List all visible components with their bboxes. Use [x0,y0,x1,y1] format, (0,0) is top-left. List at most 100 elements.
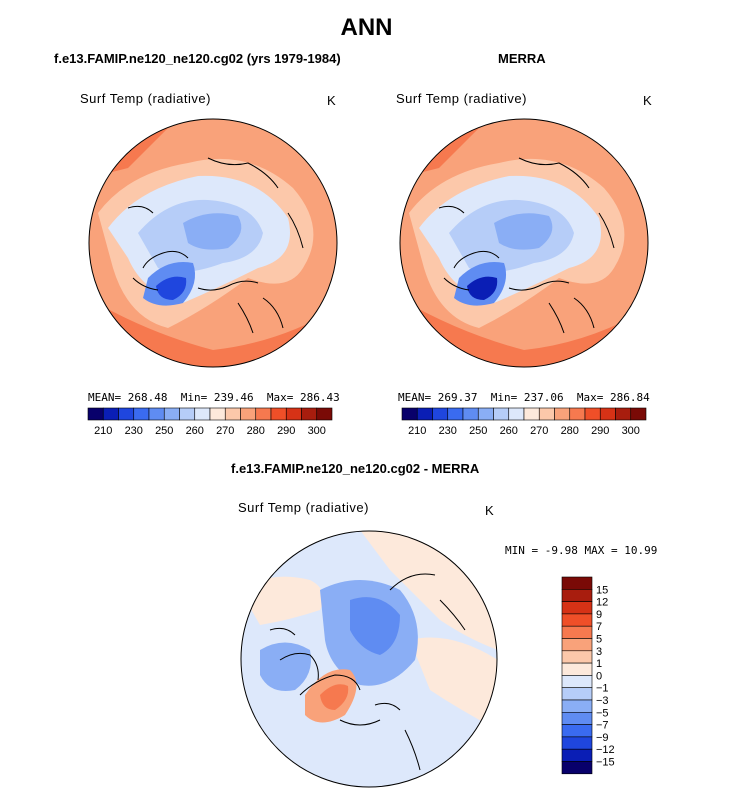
panel3-colorbar-swatch [561,576,593,590]
panel1-colorbar-tick-label: 300 [308,425,326,437]
panel1-colorbar-swatch [270,407,287,421]
panel3-field-arctic-core [350,597,400,655]
panel1-mean-value: 268.48 [127,391,168,404]
panel1-title: f.e13.FAMIP.ne120_ne120.cg02 (yrs 1979-1… [54,51,341,66]
panel3-variable-label: Surf Temp (radiative) [238,500,369,515]
panel2-colorbar: 210 230 250 260 270 280 290 300 [401,407,647,437]
panel1-colorbar-swatch [316,407,333,421]
panel3-colorbar-tick-label: 5 [596,634,602,646]
panel2-colorbar-swatch [401,407,418,421]
panel3-colorbar-tick-label: 7 [596,621,602,633]
panel2-colorbar-swatch [432,407,449,421]
panel3-colorbar-tick-label: 12 [596,597,608,609]
panel3-colorbar-swatch [561,625,593,639]
panel2-colorbar-swatch [554,407,571,421]
panel2-colorbar-swatch [599,407,616,421]
panel1-mean-label: MEAN= [88,391,122,404]
panel1-colorbar-swatch [301,407,318,421]
panel3-colorbar-swatch [561,699,593,713]
panel2-variable-label: Surf Temp (radiative) [396,91,527,106]
panel3-stats: MIN = -9.98 MAX = 10.99 [505,544,657,557]
panel2-colorbar-swatch [508,407,525,421]
panel3-max-label: MAX = [584,544,618,557]
panel2-colorbar-tick-label: 300 [622,425,640,437]
panel3-colorbar-tick-label: −15 [596,757,615,769]
panel1-field-arctic-core [183,213,242,250]
panel3-colorbar-swatch [561,638,593,652]
panel1-colorbar-swatch [163,407,180,421]
panel3-colorbar-tick-label: −1 [596,683,609,695]
panel3-colorbar-swatch [561,601,593,615]
panel2-colorbar-tick-label: 290 [591,425,609,437]
figure-title: ANN [340,14,393,41]
panel3-polar-map [240,530,498,788]
panel1-colorbar-swatch [194,407,211,421]
panel2-colorbar-swatch [416,407,433,421]
panel1-map-border [88,118,338,368]
panel3-colorbar-swatch [561,613,593,627]
panel1-colorbar-tick-label: 230 [125,425,143,437]
panel2-colorbar-swatch [447,407,464,421]
panel1-max-value: 286.43 [300,391,340,404]
panel1-colorbar-swatch [209,407,226,421]
panel2-colorbar-swatch [493,407,510,421]
panel2-min-label: Min= [490,391,518,404]
panel2-colorbar-tick-label: 230 [439,425,457,437]
panel2-colorbar-tick-label: 210 [408,425,426,437]
panel2-max-value: 286.84 [610,391,650,404]
panel3-colorbar-tick-label: 0 [596,670,602,682]
panel2-colorbar-tick-label: 250 [469,425,487,437]
panel3-colorbar-tick-label: 1 [596,658,602,670]
panel3-colorbar-swatch [561,675,593,689]
panel1-units-label: K [327,93,336,108]
panel1-colorbar-tick-label: 290 [277,425,295,437]
panel2-colorbar-tick-label: 270 [530,425,548,437]
panel2-colorbar-tick-label: 280 [561,425,579,437]
panel3-colorbar-tick-label: 3 [596,646,602,658]
panel2-field-arctic-core [494,213,553,250]
panel3-map-border [240,530,498,788]
panel3-colorbar-tick-label: 15 [596,584,608,596]
panel3-min-value: -9.98 [544,544,578,557]
panel3-field-canada-cool [260,642,311,691]
panel3-max-value: 10.99 [624,544,658,557]
panel3-colorbar-swatch [561,712,593,725]
panel3-colorbar-swatch [561,761,593,775]
panel1-colorbar-swatch [179,407,196,421]
panel1-min-label: Min= [180,391,208,404]
panel1-stats: MEAN= 268.48 Min= 239.46 Max= 286.43 [88,391,340,404]
panel2-colorbar-swatch [462,407,479,421]
panel1-variable-label: Surf Temp (radiative) [80,91,211,106]
panel1-colorbar-tick-label: 210 [94,425,112,437]
panel1-field-greenland-core [156,276,187,300]
panel3-colorbar-swatch [561,736,593,750]
panel1-colorbar-tick-label: 260 [186,425,204,437]
panel3-colorbar-tick-label: 9 [596,609,602,621]
panel3-min-label: MIN = [505,544,539,557]
panel1-max-label: Max= [266,391,294,404]
panel2-colorbar-swatch [615,407,632,421]
panel1-colorbar-swatch [224,407,241,421]
panel1-colorbar-swatch [255,407,272,421]
panel1-colorbar-swatch [148,407,165,421]
panel2-field-greenland-core [467,276,498,300]
panel2-map-border [399,118,649,368]
panel2-colorbar-swatch [630,407,647,421]
panel2-units-label: K [643,93,652,108]
panel3-colorbar-tick-label: −9 [596,732,609,744]
panel2-mean-label: MEAN= [398,391,432,404]
panel2-max-label: Max= [576,391,604,404]
panel1-colorbar-swatch [102,407,119,421]
panel3-colorbar-tick-label: −7 [596,720,609,732]
panel1-colorbar-tick-label: 270 [216,425,234,437]
panel3-colorbar-swatch [561,650,593,664]
panel3-units-label: K [485,503,494,518]
panel2-colorbar-swatch [584,407,601,421]
panel2-stats: MEAN= 269.37 Min= 237.06 Max= 286.84 [398,391,650,404]
panel2-colorbar-swatch [477,407,494,421]
panel2-colorbar-swatch [538,407,555,421]
panel2-colorbar-tick-label: 260 [500,425,518,437]
panel1-colorbar-swatch [240,407,257,421]
panel1-coastlines [127,157,304,334]
